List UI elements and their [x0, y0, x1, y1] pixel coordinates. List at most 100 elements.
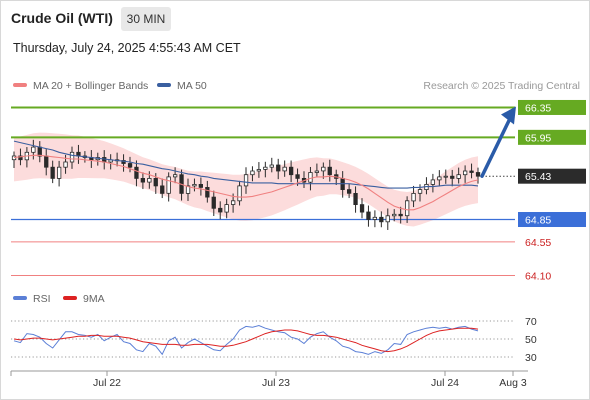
- candle-body: [218, 207, 223, 213]
- level-label-box: [518, 129, 586, 145]
- timestamp: Thursday, July 24, 2025 4:55:43 AM CET: [13, 41, 241, 55]
- candle-body: [140, 177, 146, 183]
- candles: [11, 139, 481, 230]
- x-tick-label: Jul 23: [262, 377, 290, 389]
- candle-body: [224, 204, 229, 213]
- candle-body: [276, 164, 281, 172]
- candle-body: [404, 200, 410, 217]
- x-tick-label: Aug 3: [499, 377, 527, 389]
- candle-body: [385, 215, 390, 223]
- candle-body: [346, 189, 352, 194]
- legend-ma20: MA 20 + Bollinger Bands: [13, 80, 148, 92]
- candle-body: [437, 176, 442, 181]
- rsi-9ma-line: [13, 327, 479, 353]
- rsi-line: [13, 324, 479, 356]
- candle-body: [256, 169, 262, 172]
- legend-rsi: RSI: [13, 293, 51, 305]
- level-label-extra_support: 64.10: [525, 271, 551, 283]
- legend-ma50-label: MA 50: [177, 80, 207, 92]
- ma50-line: [13, 140, 479, 189]
- candle-body: [353, 192, 358, 205]
- rsi-tick-label: 70: [525, 316, 537, 328]
- candle-body: [69, 151, 75, 163]
- projection-arrow-shaft: [480, 116, 512, 178]
- rsi-pane: 70 50 30: [11, 316, 537, 364]
- candle-body: [314, 170, 320, 173]
- level-label-resistance: 66.35: [525, 102, 551, 114]
- projection-arrow-head-icon: [501, 106, 516, 125]
- level-label-box: [518, 168, 586, 184]
- candle-body: [250, 170, 255, 176]
- candle-body: [172, 174, 178, 178]
- candle-body: [50, 166, 55, 179]
- candle-body: [153, 177, 158, 187]
- candle-body: [450, 175, 455, 179]
- level-label-resistance: 65.95: [525, 132, 551, 144]
- candle-body: [398, 213, 403, 217]
- candle-body: [230, 200, 236, 205]
- candle-body: [379, 216, 384, 223]
- legend-ma20-label: MA 20 + Bollinger Bands: [33, 80, 149, 92]
- ma20-line: [13, 154, 479, 211]
- candle-body: [166, 176, 171, 194]
- candle-body: [392, 213, 397, 217]
- research-credit: Research © 2025 Trading Central: [423, 80, 580, 92]
- candle-body: [134, 166, 139, 179]
- candle-body: [57, 166, 62, 179]
- 9ma-swatch-icon: [63, 296, 77, 301]
- legend-ma50: MA 50: [157, 80, 207, 92]
- candle-body: [282, 166, 287, 172]
- candle-body: [18, 155, 23, 161]
- header: Crude Oil (WTI) 30 MIN: [0, 0, 590, 38]
- candle-body: [185, 185, 191, 194]
- interval-button[interactable]: 30 MIN: [121, 7, 171, 31]
- legend-9ma: 9MA: [63, 293, 105, 305]
- candle-body: [269, 164, 274, 168]
- candle-body: [160, 185, 165, 194]
- candle-body: [127, 163, 133, 168]
- rsi-tick-label: 30: [525, 352, 537, 364]
- candle-body: [121, 160, 126, 164]
- candle-body: [243, 174, 249, 187]
- candle-body: [205, 186, 210, 198]
- candle-body: [366, 211, 371, 220]
- candle-body: [237, 185, 242, 202]
- x-tick-label: Jul 22: [93, 377, 121, 389]
- candle-body: [147, 177, 152, 183]
- candle-body: [475, 172, 481, 177]
- candle-body: [417, 189, 423, 194]
- legend-9ma-label: 9MA: [83, 293, 105, 305]
- legend-rsi-label: RSI: [33, 293, 51, 305]
- level-label-support: 64.85: [525, 215, 551, 227]
- candle-body: [192, 183, 197, 187]
- candle-body: [211, 196, 216, 209]
- x-tick-label: Jul 24: [431, 377, 459, 389]
- candle-body: [295, 174, 300, 179]
- candle-body: [430, 179, 436, 185]
- candle-body: [443, 175, 448, 178]
- rsi-swatch-icon: [13, 296, 27, 301]
- candle-body: [31, 146, 36, 153]
- level-label-extra_support: 64.55: [525, 237, 551, 249]
- candle-body: [462, 170, 468, 176]
- candle-body: [411, 192, 416, 202]
- level-lines: [11, 106, 515, 277]
- candle-body: [327, 166, 332, 176]
- candle-body: [44, 155, 49, 168]
- level-labels: 66.35 65.95 65.43 64.85 64.55 64.10: [518, 99, 586, 283]
- ma20-swatch-icon: [13, 83, 27, 88]
- candle-body: [456, 174, 461, 179]
- candle-body: [63, 161, 68, 168]
- rsi-tick-label: 50: [525, 334, 537, 346]
- candle-body: [263, 166, 268, 170]
- ma50-swatch-icon: [157, 83, 171, 88]
- candle-body: [198, 183, 204, 188]
- level-label-box: [518, 212, 586, 228]
- candle-body: [288, 166, 294, 176]
- candle-body: [321, 166, 326, 172]
- level-label-last: 65.43: [525, 171, 551, 183]
- candle-body: [372, 216, 378, 220]
- candle-body: [359, 204, 365, 213]
- instrument-title: Crude Oil (WTI): [11, 10, 113, 26]
